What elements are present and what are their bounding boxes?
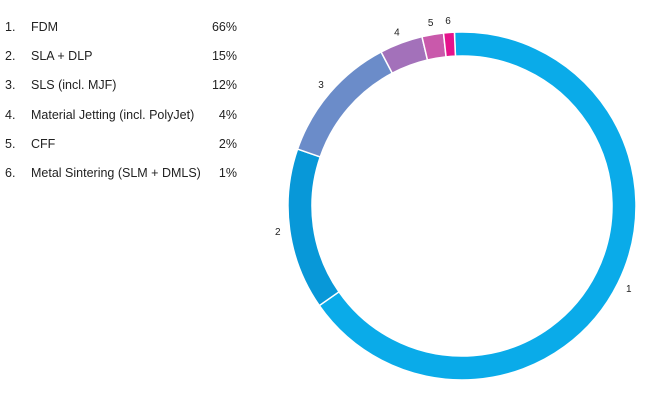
legend-number: 3. xyxy=(5,78,16,93)
slice-label-6: 6 xyxy=(445,16,451,27)
legend-item-3: 3. SLS (incl. MJF) 12% xyxy=(5,76,237,105)
legend-percent: 2% xyxy=(218,136,237,151)
slice-label-2: 2 xyxy=(275,227,281,238)
legend-number: 4. xyxy=(5,107,16,122)
legend: 1. FDM 66% 2. SLA + DLP 15% 3. SLS (incl… xyxy=(5,18,237,193)
donut-slice-1 xyxy=(318,31,637,381)
slice-label-5: 5 xyxy=(428,18,434,29)
legend-number: 6. xyxy=(5,165,16,180)
legend-label: SLS (incl. MJF) xyxy=(31,78,117,93)
legend-percent: 12% xyxy=(211,78,237,93)
slice-label-3: 3 xyxy=(318,80,324,91)
donut-slice-2 xyxy=(287,148,341,307)
legend-number: 5. xyxy=(5,136,16,151)
legend-label: Metal Sintering (SLM + DMLS) xyxy=(31,165,201,180)
legend-percent: 66% xyxy=(211,20,237,34)
legend-percent: 1% xyxy=(218,165,237,180)
legend-label: FDM xyxy=(31,20,59,34)
donut-slice-3 xyxy=(296,50,394,158)
legend-item-2: 2. SLA + DLP 15% xyxy=(5,47,237,76)
slice-label-4: 4 xyxy=(394,27,400,38)
legend-item-4: 4. Material Jetting (incl. PolyJet) 4% xyxy=(5,106,237,135)
legend-item-6: 6. Metal Sintering (SLM + DMLS) 1% xyxy=(5,164,237,193)
legend-label: CFF xyxy=(31,136,56,151)
legend-item-5: 5. CFF 2% xyxy=(5,135,237,164)
slice-label-1: 1 xyxy=(626,284,632,295)
legend-label: Material Jetting (incl. PolyJet) xyxy=(31,107,195,122)
legend-percent: 15% xyxy=(211,49,237,64)
legend-number: 2. xyxy=(5,49,16,64)
legend-percent: 4% xyxy=(218,107,237,122)
legend-number: 1. xyxy=(5,20,16,34)
legend-label: SLA + DLP xyxy=(31,49,93,64)
legend-item-1: 1. FDM 66% xyxy=(5,18,237,47)
donut-slice-6 xyxy=(442,31,457,58)
